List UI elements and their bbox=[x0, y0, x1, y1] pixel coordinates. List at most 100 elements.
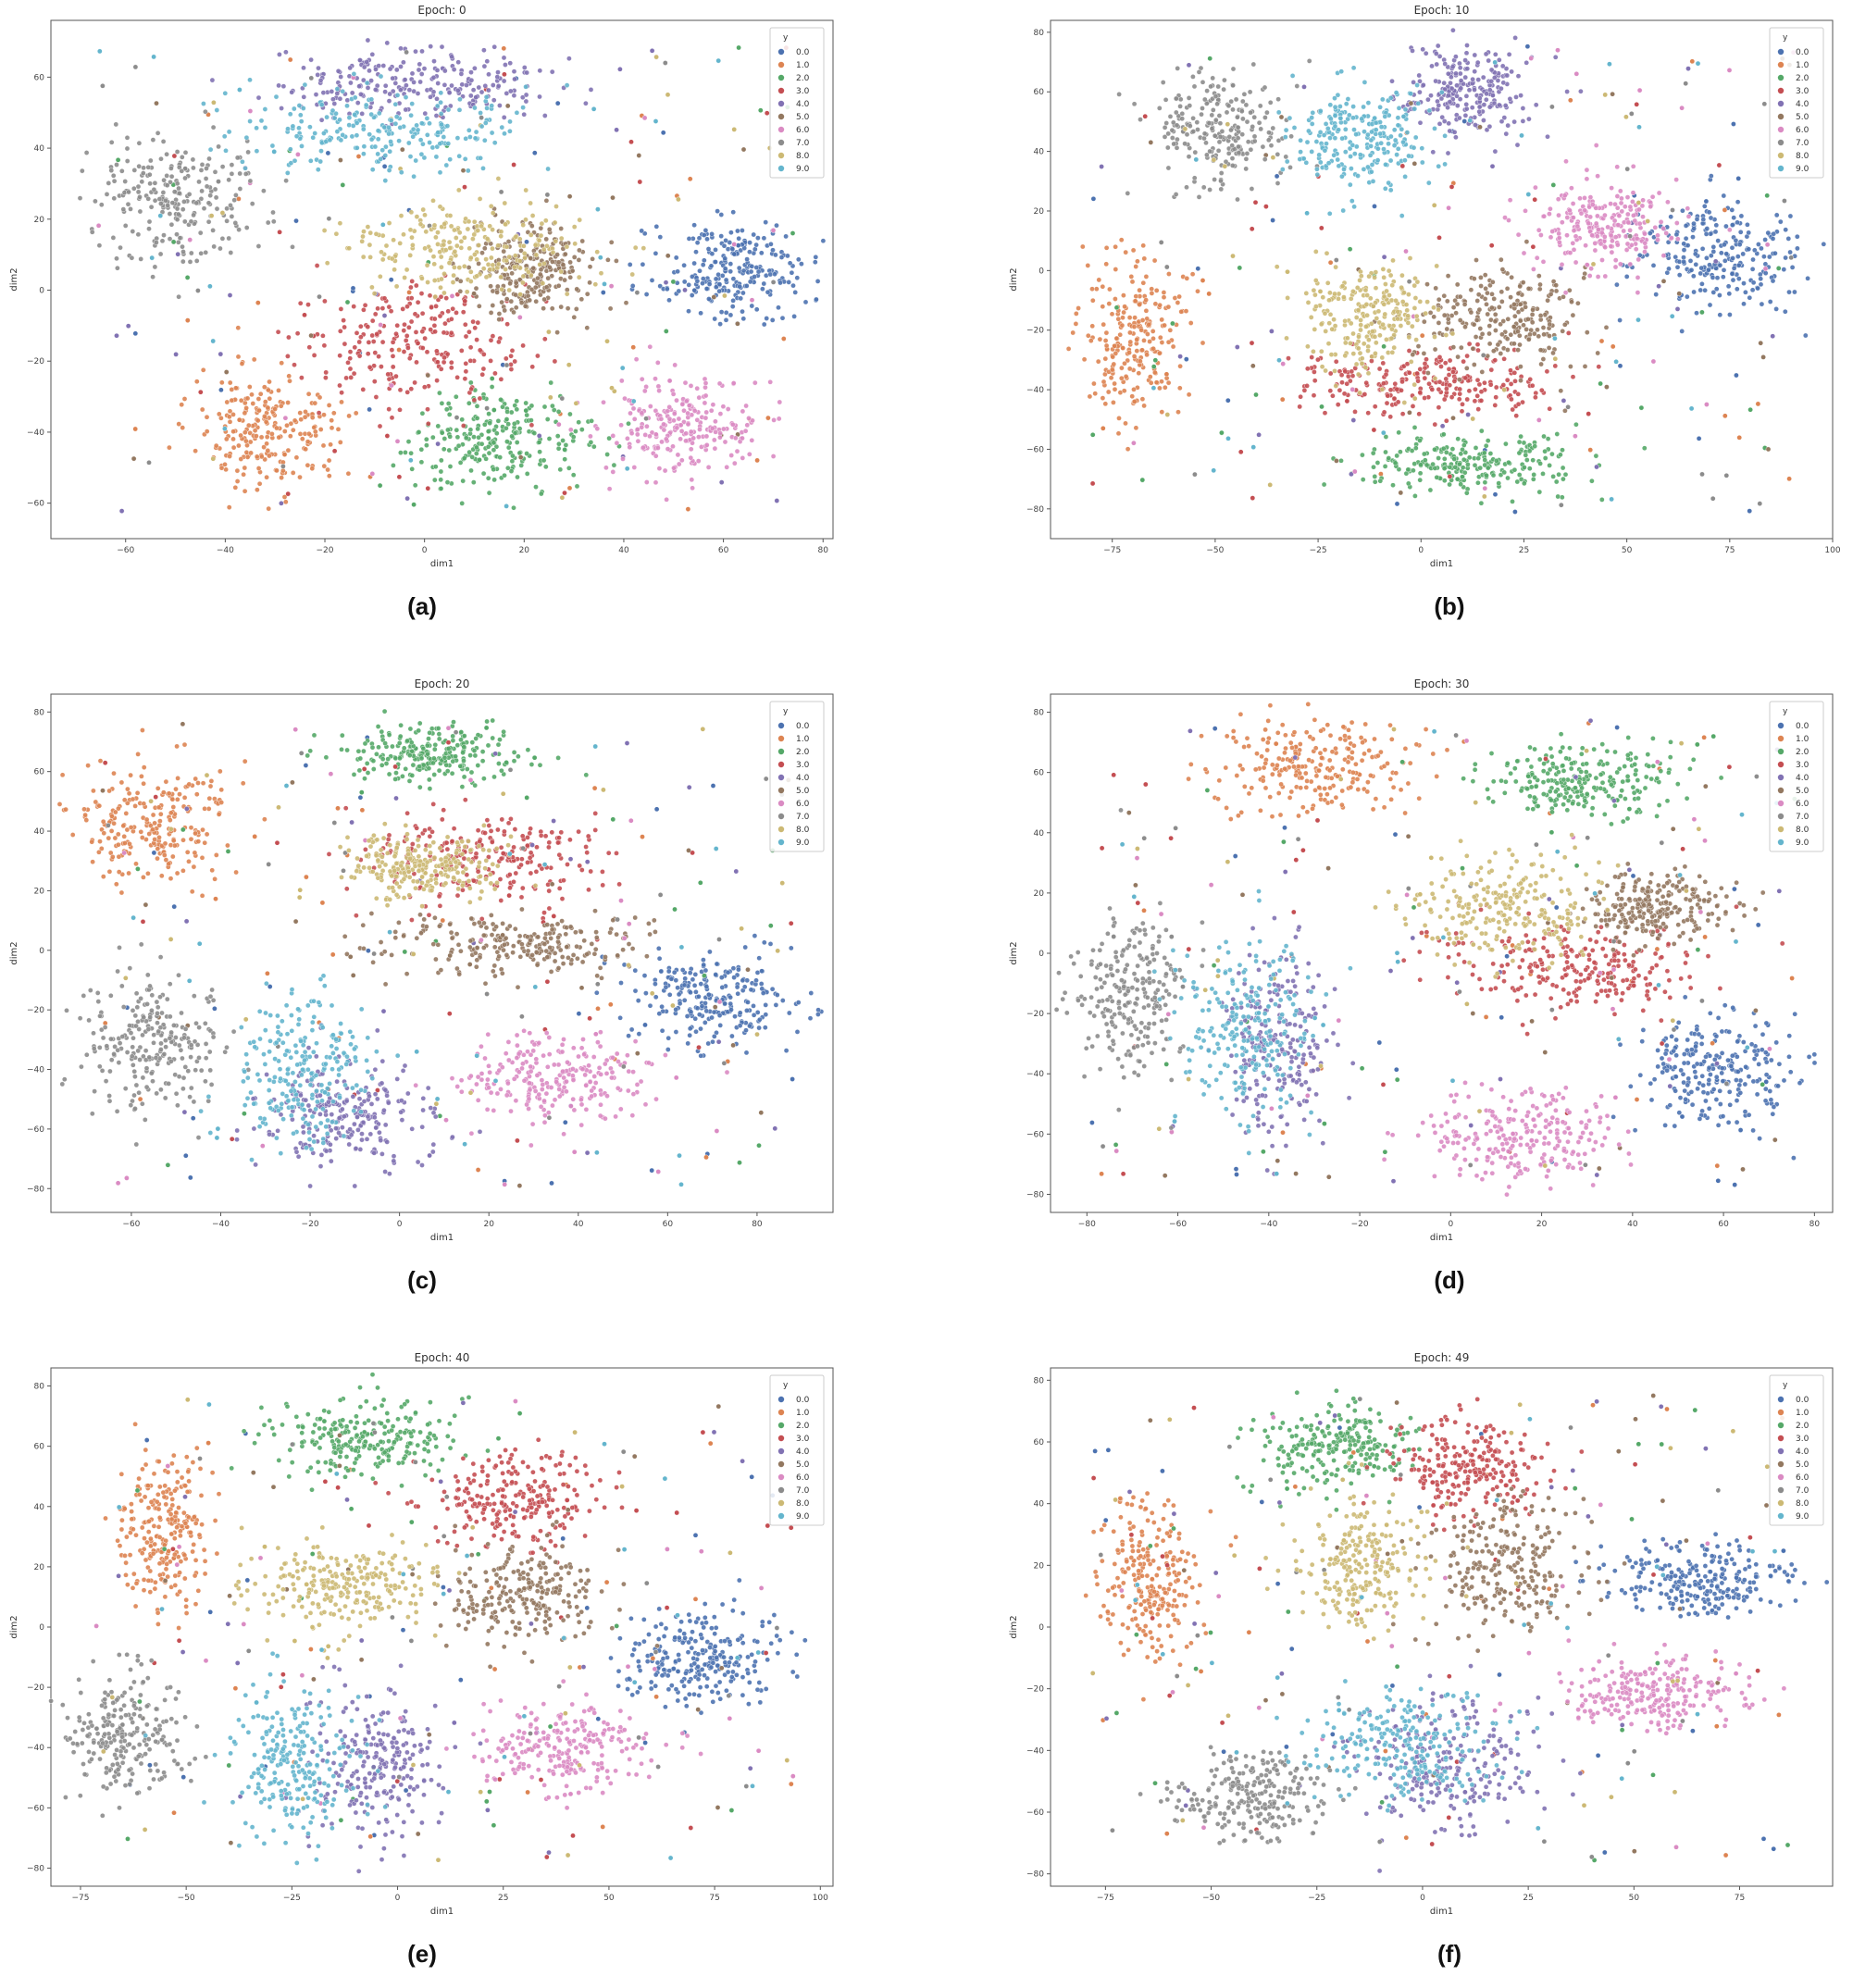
point-5.0 bbox=[1421, 318, 1427, 325]
point-3.0 bbox=[471, 397, 478, 404]
point-0.0 bbox=[1683, 223, 1689, 229]
point-0.0 bbox=[691, 260, 697, 267]
point-0.0 bbox=[1785, 236, 1792, 242]
point-4.0 bbox=[1439, 114, 1446, 120]
point-9.0 bbox=[337, 117, 342, 123]
point-8.0 bbox=[1326, 297, 1332, 304]
point-4.0 bbox=[663, 280, 669, 286]
point-0.0 bbox=[779, 315, 786, 321]
point-6.0 bbox=[1533, 184, 1538, 191]
point-8.0 bbox=[559, 494, 566, 501]
point-0.0 bbox=[1719, 250, 1724, 256]
point-2.0 bbox=[474, 444, 479, 451]
point-6.0 bbox=[1704, 402, 1710, 407]
point-5.0 bbox=[1504, 285, 1511, 292]
point-1.0 bbox=[257, 391, 264, 397]
point-4.0 bbox=[536, 433, 542, 439]
point-8.0 bbox=[475, 228, 481, 233]
point-7.0 bbox=[83, 150, 90, 155]
point-2.0 bbox=[500, 404, 505, 410]
point-5.0 bbox=[1567, 287, 1573, 293]
point-7.0 bbox=[404, 49, 409, 56]
point-2.0 bbox=[461, 455, 467, 461]
point-2.0 bbox=[1398, 449, 1403, 455]
point-3.0 bbox=[338, 306, 344, 312]
point-5.0 bbox=[547, 264, 553, 270]
point-5.0 bbox=[1250, 363, 1256, 369]
point-6.0 bbox=[1515, 231, 1522, 238]
point-6.0 bbox=[639, 376, 645, 382]
point-5.0 bbox=[1518, 364, 1523, 369]
point-7.0 bbox=[224, 217, 230, 224]
point-7.0 bbox=[1275, 151, 1281, 157]
point-1.0 bbox=[1176, 293, 1182, 300]
point-3.0 bbox=[1399, 411, 1406, 417]
point-2.0 bbox=[588, 440, 594, 445]
point-9.0 bbox=[369, 167, 376, 172]
point-3.0 bbox=[323, 375, 329, 380]
point-7.0 bbox=[106, 180, 112, 186]
point-7.0 bbox=[1207, 187, 1213, 193]
point-3.0 bbox=[370, 339, 377, 344]
point-1.0 bbox=[241, 471, 246, 478]
point-5.0 bbox=[1515, 329, 1521, 334]
point-8.0 bbox=[467, 279, 474, 284]
point-7.0 bbox=[1240, 116, 1246, 122]
point-8.0 bbox=[210, 455, 217, 462]
point-4.0 bbox=[1442, 61, 1449, 67]
point-3.0 bbox=[1338, 372, 1345, 379]
point-4.0 bbox=[349, 90, 355, 96]
point-6.0 bbox=[1570, 240, 1576, 246]
point-3.0 bbox=[480, 366, 487, 372]
point-3.0 bbox=[347, 366, 354, 372]
point-4.0 bbox=[434, 96, 440, 102]
point-9.0 bbox=[630, 398, 637, 404]
point-8.0 bbox=[1434, 263, 1440, 269]
point-3.0 bbox=[419, 310, 426, 317]
point-0.0 bbox=[1752, 247, 1758, 254]
point-4.0 bbox=[1099, 164, 1104, 169]
point-6.0 bbox=[1595, 173, 1600, 179]
point-0.0 bbox=[524, 239, 529, 245]
point-2.0 bbox=[1392, 460, 1399, 466]
point-5.0 bbox=[554, 329, 560, 335]
point-5.0 bbox=[571, 314, 578, 320]
point-7.0 bbox=[181, 218, 188, 225]
point-3.0 bbox=[1436, 234, 1442, 241]
point-4.0 bbox=[497, 103, 503, 108]
point-9.0 bbox=[456, 153, 463, 159]
point-7.0 bbox=[158, 155, 164, 162]
y-tick-label: 40 bbox=[34, 144, 45, 154]
point-1.0 bbox=[238, 456, 244, 462]
point-6.0 bbox=[689, 477, 695, 483]
point-8.0 bbox=[452, 248, 458, 255]
point-9.0 bbox=[269, 143, 276, 149]
point-0.0 bbox=[1693, 261, 1699, 267]
point-6.0 bbox=[656, 466, 663, 471]
point-3.0 bbox=[345, 359, 351, 366]
point-2.0 bbox=[508, 409, 515, 416]
point-5.0 bbox=[554, 252, 560, 257]
point-7.0 bbox=[1173, 109, 1179, 116]
point-3.0 bbox=[1529, 382, 1536, 389]
point-2.0 bbox=[1699, 309, 1705, 316]
point-3.0 bbox=[1442, 360, 1449, 367]
point-8.0 bbox=[219, 210, 226, 216]
point-4.0 bbox=[175, 251, 180, 257]
point-8.0 bbox=[516, 236, 523, 242]
point-4.0 bbox=[1417, 79, 1423, 84]
point-3.0 bbox=[1406, 369, 1412, 376]
point-5.0 bbox=[1575, 300, 1581, 306]
point-6.0 bbox=[747, 451, 752, 457]
point-7.0 bbox=[171, 189, 178, 194]
point-6.0 bbox=[1578, 210, 1585, 217]
point-4.0 bbox=[451, 67, 457, 72]
point-5.0 bbox=[614, 258, 619, 264]
point-3.0 bbox=[1492, 357, 1499, 364]
point-3.0 bbox=[1460, 401, 1465, 407]
point-6.0 bbox=[694, 385, 701, 391]
point-5.0 bbox=[1520, 280, 1526, 285]
point-2.0 bbox=[1405, 480, 1412, 487]
point-7.0 bbox=[1221, 86, 1226, 93]
point-9.0 bbox=[247, 77, 253, 83]
